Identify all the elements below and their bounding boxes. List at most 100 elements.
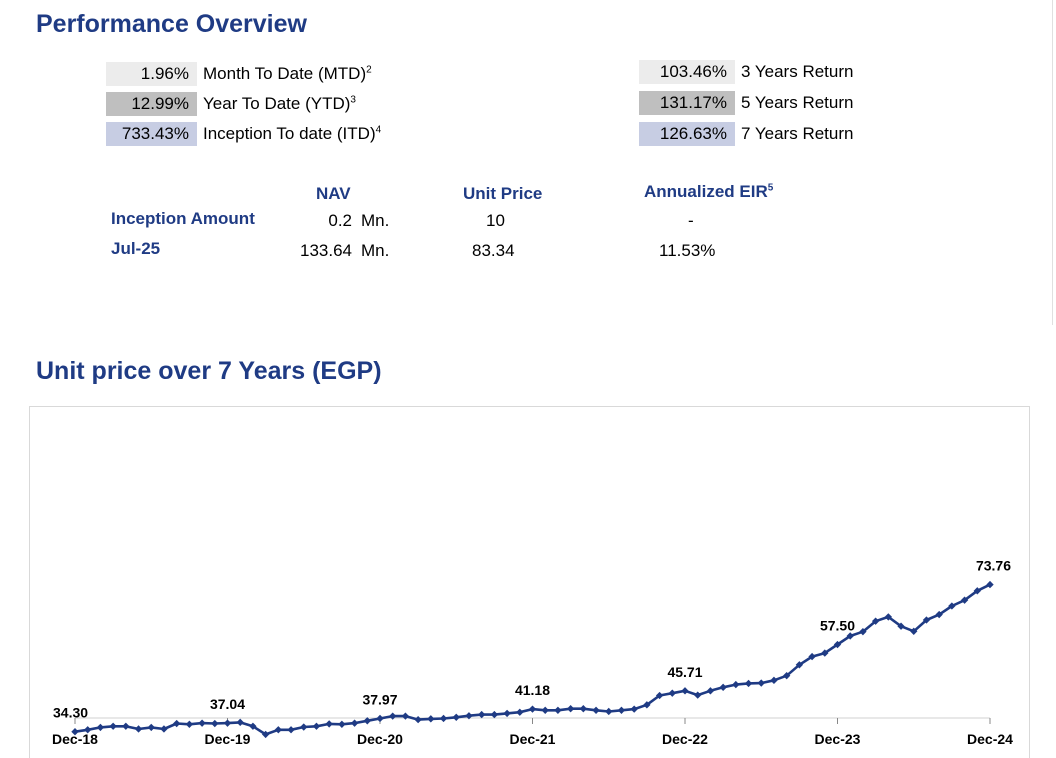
data-point (744, 679, 753, 688)
chart-title: Unit price over 7 Years (EGP) (36, 357, 382, 385)
current-price: 83.34 (472, 241, 515, 260)
data-label: 57.50 (820, 618, 855, 634)
data-point (643, 701, 651, 709)
return-row-7y: 126.63% 7 Years Return (639, 121, 853, 147)
data-point (477, 710, 486, 719)
data-point (427, 715, 435, 723)
current-eir: 11.53% (659, 241, 716, 260)
page-edge-line (1052, 0, 1053, 325)
return-label: Inception To date (ITD)4 (203, 124, 382, 143)
data-point (312, 722, 321, 730)
data-point (109, 722, 117, 730)
return-value: 1.96% (106, 62, 197, 86)
data-label: 73.76 (976, 558, 1011, 574)
return-row-itd: 733.43% Inception To date (ITD)4 (106, 121, 381, 147)
data-point (566, 705, 575, 713)
data-point (694, 691, 702, 699)
data-point (211, 719, 219, 728)
data-point (719, 683, 727, 692)
data-label: 34.30 (53, 705, 88, 721)
data-point (261, 730, 270, 739)
current-nav: 133.64 (300, 241, 352, 260)
data-point (300, 723, 308, 731)
data-point (922, 616, 931, 624)
data-point (172, 719, 181, 728)
data-label: 37.04 (210, 696, 245, 712)
data-point (630, 705, 638, 713)
performance-title: Performance Overview (36, 10, 307, 38)
data-point (592, 706, 600, 714)
return-value: 733.43% (106, 122, 197, 146)
return-label: Month To Date (MTD)2 (203, 64, 372, 83)
data-point (147, 723, 155, 732)
unit-price-header: Unit Price (463, 184, 543, 203)
data-point (706, 687, 715, 695)
data-point (516, 708, 524, 716)
data-point (287, 726, 295, 734)
data-point (973, 587, 981, 595)
x-tick-label: Dec-21 (510, 731, 556, 747)
data-point (681, 687, 689, 695)
x-tick-label: Dec-19 (205, 731, 251, 747)
data-point (579, 705, 588, 713)
data-point (363, 717, 371, 725)
data-point (897, 622, 905, 630)
data-point (986, 580, 994, 589)
data-label: 45.71 (667, 664, 702, 680)
data-point (96, 723, 105, 732)
data-point (554, 706, 562, 714)
data-point (605, 707, 613, 716)
x-tick-label: Dec-20 (357, 731, 403, 747)
data-point (274, 726, 283, 734)
x-tick-label: Dec-18 (52, 731, 98, 747)
data-point (833, 640, 842, 649)
data-point (859, 628, 867, 636)
inception-eir: - (688, 211, 694, 230)
current-row-label: Jul-25 (111, 239, 161, 258)
chart-frame (29, 406, 1030, 758)
inception-nav-unit: Mn. (361, 211, 390, 230)
data-point (338, 720, 346, 728)
data-point (490, 710, 499, 719)
data-point (668, 689, 676, 697)
return-label: 7 Years Return (741, 124, 854, 143)
return-label: Year To Date (YTD)3 (203, 94, 356, 113)
data-point (198, 719, 206, 727)
data-point (528, 705, 537, 713)
data-point (808, 652, 816, 661)
data-point (948, 602, 956, 610)
x-tick-label: Dec-22 (662, 731, 708, 747)
return-row-5y: 131.17% 5 Years Return (639, 90, 853, 116)
data-point (655, 691, 664, 700)
return-row-3y: 103.46% 3 Years Return (639, 59, 853, 85)
data-point (122, 722, 130, 730)
data-point (846, 632, 854, 640)
x-tick-label: Dec-24 (967, 731, 1013, 747)
data-label: 37.97 (362, 691, 397, 707)
data-point (439, 714, 448, 723)
data-point (782, 671, 791, 680)
data-point (465, 712, 473, 720)
nav-header: NAV (316, 184, 351, 203)
data-point (389, 712, 397, 720)
data-point (871, 617, 880, 625)
data-point (910, 627, 918, 635)
data-point (770, 676, 778, 685)
data-point (503, 709, 511, 718)
return-value: 103.46% (639, 60, 735, 84)
data-point (452, 713, 460, 721)
return-label: 5 Years Return (741, 93, 854, 112)
return-label: 3 Years Return (741, 62, 854, 81)
current-nav-unit: Mn. (361, 241, 390, 260)
data-point (732, 680, 740, 689)
return-row-mtd: 1.96% Month To Date (MTD)2 (106, 61, 372, 87)
data-point (325, 720, 333, 728)
eir-header: Annualized EIR5 (644, 182, 774, 201)
x-tick-label: Dec-23 (815, 731, 861, 747)
inception-row-label: Inception Amount (111, 209, 255, 228)
data-point (223, 719, 232, 727)
data-point (134, 725, 143, 733)
return-value: 12.99% (106, 92, 197, 116)
data-point (757, 679, 765, 687)
